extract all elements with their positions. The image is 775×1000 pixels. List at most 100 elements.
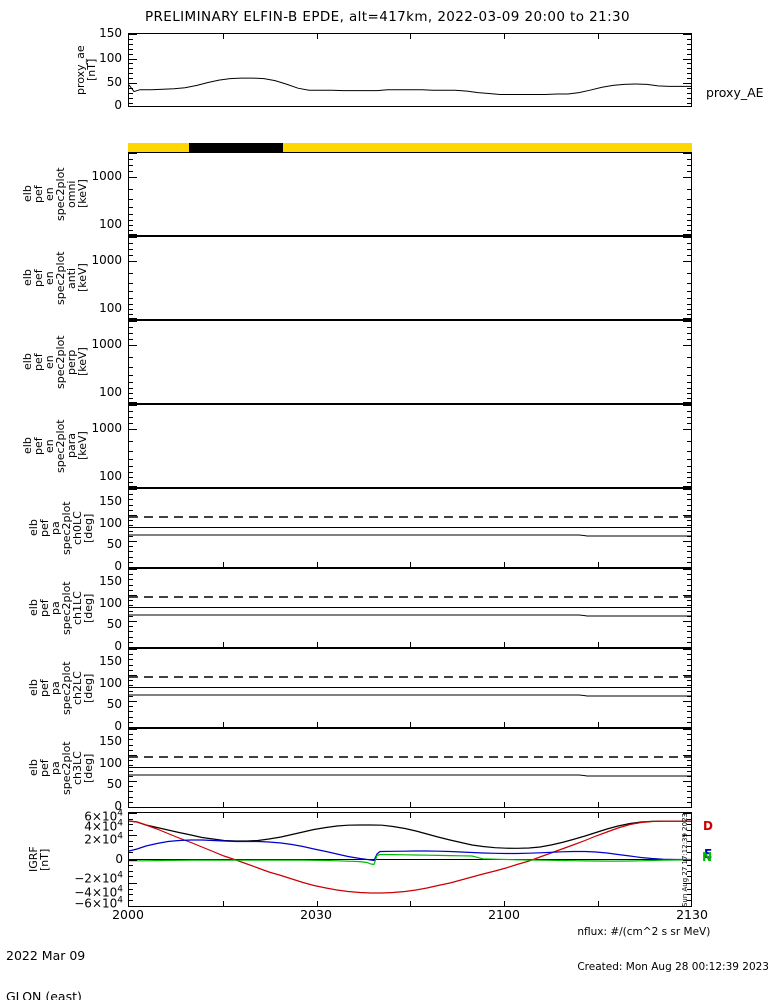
panel-proxy-ae	[128, 33, 692, 107]
ytick-100: 100	[99, 385, 122, 399]
xtick-2000: 2000	[112, 907, 144, 922]
panel-pa-ch1lc-plotarea	[129, 569, 691, 647]
ytick-100: 100	[99, 595, 122, 610]
ytick-100: 100	[99, 469, 122, 483]
ylabel-col: [keV]	[76, 179, 89, 209]
ylabel-col: [nT]	[85, 58, 98, 82]
ytick-50: 50	[106, 537, 122, 552]
igrf-total-trace	[129, 820, 691, 849]
ytick-0: 0	[114, 719, 122, 733]
ytick-1000: 1000	[91, 421, 122, 435]
table-row: GLON (east) 137.9 118.7 295.5 124.7	[6, 976, 775, 1000]
x-axis-tick-labels: 2000 2030 2100 2130	[0, 908, 775, 922]
panel-pa-ch0lc-plotarea	[129, 489, 691, 567]
ytick-100: 100	[99, 675, 122, 690]
pa-ch0lc-traces-svg	[129, 516, 691, 537]
xtick-2100: 2100	[488, 907, 520, 922]
xtick-2030: 2030	[300, 907, 332, 922]
panel-proxy-ae-ylabel: proxy_ae [nT]	[74, 33, 98, 107]
igrf-legend-d: D	[703, 819, 713, 833]
panel-igrf-ylabel: IGRF [nT]	[27, 812, 51, 907]
ytick-150: 150	[99, 26, 122, 40]
panel-igrf	[128, 812, 692, 907]
panel-pa-ch3lc-plotarea	[129, 729, 691, 807]
panel-pa-ch2lc-yticks: 150 100 50 0	[70, 648, 125, 732]
igrf-legend-e: E	[704, 847, 713, 861]
panel-en-anti-yticks: 1000 100	[70, 236, 125, 320]
panel-proxy-ae-yticks: 150 100 50 0	[70, 27, 125, 111]
footer-created: Created: Mon Aug 28 00:12:39 2023	[577, 960, 769, 973]
proxy-ae-trace	[129, 77, 691, 95]
ytick-100: 100	[99, 50, 122, 65]
ytick-0: 0	[114, 799, 122, 813]
ytick-0: 0	[114, 98, 122, 112]
table-row-label: GLON (east)	[6, 988, 82, 1000]
ytick-6e4: 6×104	[84, 808, 123, 824]
ytick-150: 150	[99, 654, 122, 668]
panel-pa-ch0lc-yticks: 150 100 50 0	[70, 488, 125, 572]
ytick-50: 50	[106, 75, 122, 89]
ytick-2e4: 2×104	[84, 831, 123, 847]
ylabel-col: [deg]	[82, 513, 95, 543]
pa-ch1lc-traces-svg	[129, 596, 691, 617]
ytick-100: 100	[99, 301, 122, 315]
proxy-ae-legend-label: proxy_AE	[706, 85, 764, 100]
pa-ch2lc-traces-svg	[129, 676, 691, 697]
panel-pa-ch0lc-ylabel: elb pef pa spec2plot ch0LC [deg]	[27, 488, 95, 568]
ylabel-col: [deg]	[82, 753, 95, 783]
ytick-0: 0	[114, 559, 122, 573]
xtick-2130: 2130	[676, 907, 708, 922]
proxy-ae-trace-svg	[129, 77, 691, 95]
ytick-100: 100	[99, 515, 122, 530]
panel-en-anti	[128, 236, 692, 320]
ytick-50: 50	[106, 697, 122, 712]
ytick-0: 0	[114, 639, 122, 653]
ylabel-col: [keV]	[76, 431, 89, 461]
table-row-label: 2022 Mar 09	[6, 947, 86, 963]
ytick-100: 100	[99, 755, 122, 770]
ylabel-col: [deg]	[82, 593, 95, 623]
ytick-0: 0	[115, 851, 123, 866]
ytick-50: 50	[106, 617, 122, 632]
footer-text: nflux: #/(cm^2 s sr MeV) Created: Mon Au…	[577, 904, 769, 996]
panel-en-anti-plotarea	[129, 237, 691, 319]
ytick-m6e4: −6×104	[74, 895, 123, 911]
status-bar-black-segment	[188, 143, 284, 152]
panel-pa-ch1lc	[128, 568, 692, 648]
panel-en-omni-yticks: 1000 100	[70, 152, 125, 236]
ylabel-col: [keV]	[76, 347, 89, 377]
igrf-d-trace	[129, 820, 691, 894]
panel-en-perp	[128, 320, 692, 404]
ytick-4e4: 4×104	[84, 818, 123, 834]
panel-pa-ch2lc-ylabel: elb pef pa spec2plot ch2LC [deg]	[27, 648, 95, 728]
panel-pa-ch0lc	[128, 488, 692, 568]
ytick-m2e4: −2×104	[74, 870, 123, 886]
pa-ch2lc-trace	[129, 694, 691, 697]
status-bar	[128, 143, 692, 152]
panel-en-anti-ylabel: elb pef en spec2plot anti [keV]	[21, 236, 89, 320]
panel-en-para-plotarea	[129, 405, 691, 487]
igrf-legend-n: N	[702, 850, 713, 864]
panel-en-omni	[128, 152, 692, 236]
panel-pa-ch2lc-plotarea	[129, 649, 691, 727]
panel-en-perp-ylabel: elb pef en spec2plot perp [keV]	[21, 320, 89, 404]
panel-proxy-ae-plotarea	[129, 34, 691, 106]
ytick-1000: 1000	[91, 337, 122, 351]
panel-igrf-yticks: 6×104 4×104 2×104 0 −2×104 −4×104 −6×104	[62, 809, 126, 911]
panel-en-para	[128, 404, 692, 488]
panel-en-para-ylabel: elb pef en spec2plot para [keV]	[21, 404, 89, 488]
pa-ch3lc-trace	[129, 774, 691, 777]
ytick-150: 150	[99, 574, 122, 588]
ylabel-col: [nT]	[38, 848, 51, 871]
panel-pa-ch2lc	[128, 648, 692, 728]
panel-en-perp-plotarea	[129, 321, 691, 403]
pa-ch0lc-trace	[129, 534, 691, 537]
table-row: 2022 Mar 09	[6, 935, 775, 962]
pa-ch3lc-traces-svg	[129, 756, 691, 777]
panel-pa-ch1lc-yticks: 150 100 50 0	[70, 568, 125, 652]
ylabel-col: [keV]	[76, 263, 89, 293]
footer-units: nflux: #/(cm^2 s sr MeV)	[577, 926, 711, 938]
igrf-traces-svg	[129, 820, 691, 894]
panel-pa-ch3lc	[128, 728, 692, 808]
